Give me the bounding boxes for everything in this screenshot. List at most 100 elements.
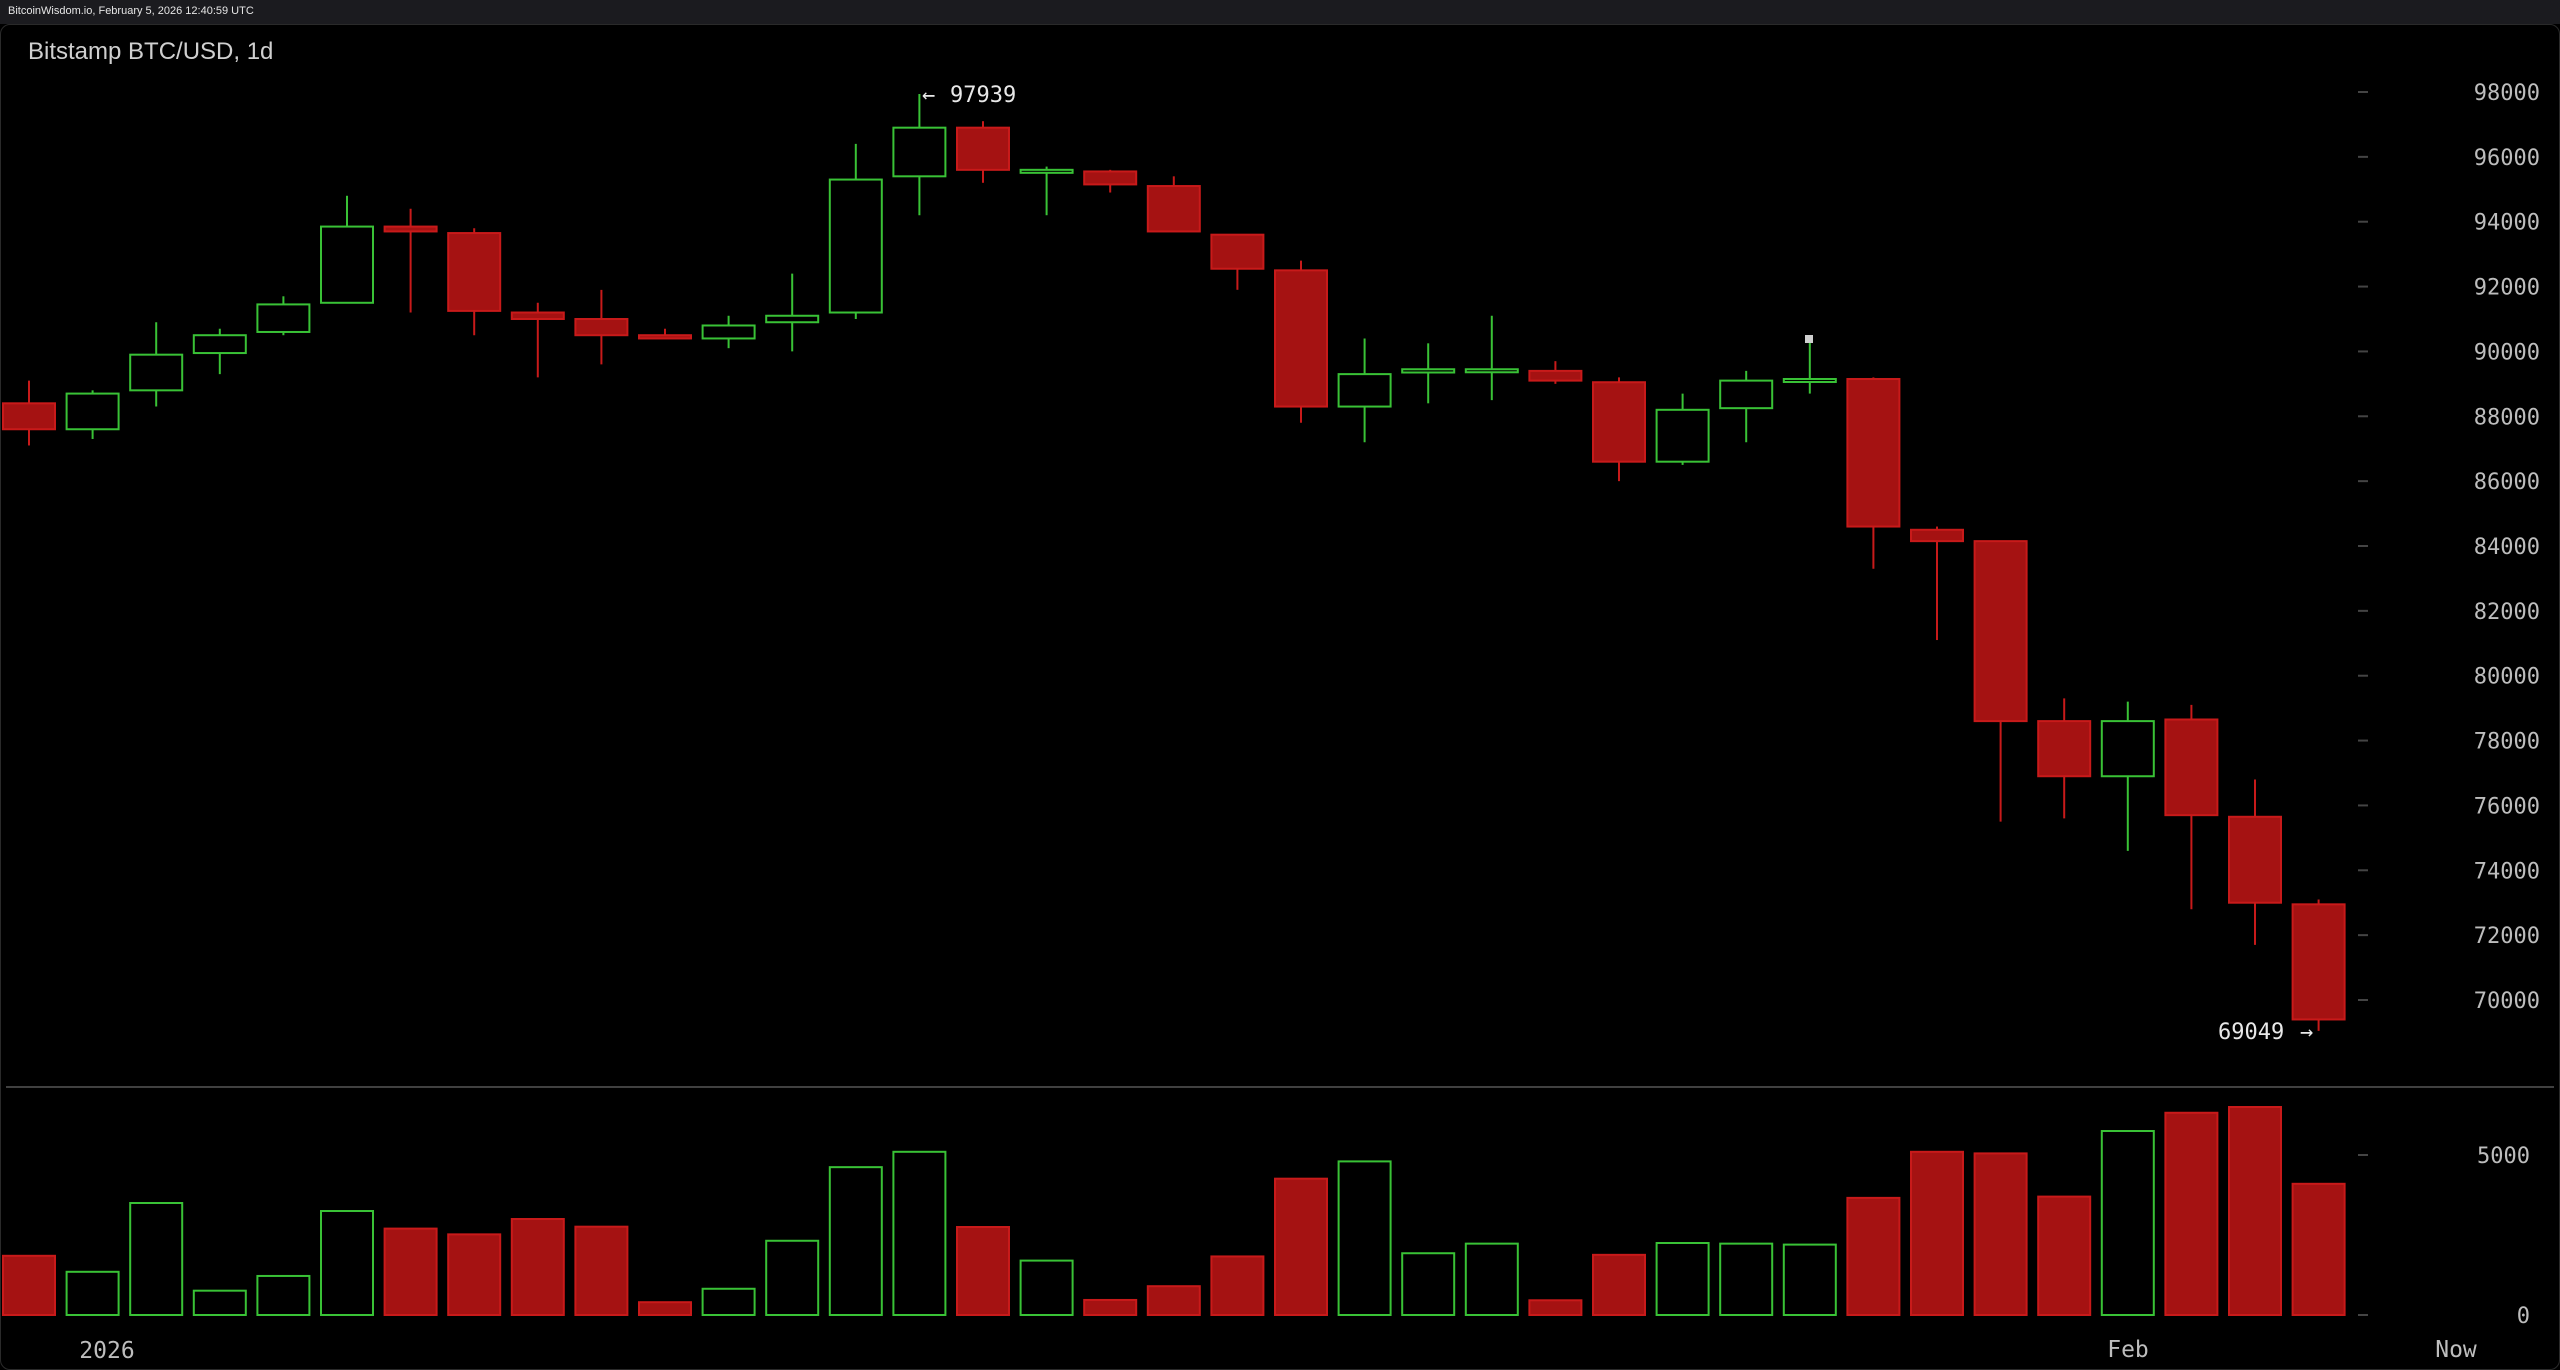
volume-bar[interactable] — [1210, 1255, 1265, 1316]
volume-bar[interactable] — [510, 1218, 565, 1316]
candle-body — [1146, 185, 1201, 233]
volume-bar[interactable] — [638, 1301, 692, 1316]
candle[interactable] — [1146, 176, 1201, 233]
volume-bar[interactable] — [1401, 1252, 1456, 1316]
candle[interactable] — [1846, 377, 1901, 569]
candle[interactable] — [892, 93, 947, 216]
volume-bar[interactable] — [256, 1274, 311, 1316]
candle-body — [892, 126, 947, 178]
candle[interactable] — [2228, 779, 2282, 945]
volume-bar[interactable] — [2037, 1195, 2092, 1316]
candle[interactable] — [765, 273, 820, 352]
volume-bar[interactable] — [1464, 1242, 1519, 1317]
low-annotation-value: 69049 — [2218, 1020, 2284, 1045]
candle-body — [1910, 528, 1964, 543]
price-tick-label: 90000 — [2474, 340, 2540, 365]
candle[interactable] — [1337, 338, 1392, 443]
candle[interactable] — [1782, 338, 1837, 394]
candle[interactable] — [1719, 370, 1774, 443]
candle-body — [765, 314, 820, 324]
candle[interactable] — [2291, 899, 2346, 1031]
candle[interactable] — [1401, 343, 1456, 404]
volume-bar[interactable] — [192, 1289, 247, 1317]
candle[interactable] — [1210, 233, 1265, 290]
candle[interactable] — [65, 390, 120, 439]
candle[interactable] — [1528, 361, 1583, 384]
candle[interactable] — [2100, 701, 2155, 851]
candle[interactable] — [574, 289, 629, 365]
volume-bar[interactable] — [2100, 1130, 2155, 1316]
candle-body — [574, 318, 629, 337]
candle[interactable] — [1910, 526, 1964, 641]
candle[interactable] — [320, 195, 374, 304]
volume-bar[interactable] — [1973, 1152, 2028, 1317]
volume-bar[interactable] — [956, 1226, 1010, 1316]
candle-body — [1274, 269, 1328, 408]
volume-bar[interactable] — [1337, 1160, 1392, 1317]
candle[interactable] — [510, 302, 565, 378]
candle[interactable] — [383, 208, 438, 313]
candle[interactable] — [956, 121, 1010, 183]
volume-bar[interactable] — [129, 1202, 184, 1316]
candle[interactable] — [1019, 166, 1074, 216]
volume-bar[interactable] — [1083, 1298, 1138, 1316]
candle[interactable] — [1274, 260, 1328, 423]
volume-bar[interactable] — [1019, 1259, 1074, 1316]
candle[interactable] — [2037, 698, 2092, 819]
x-tick-label-feb: Feb — [2107, 1337, 2149, 1363]
price-tick-label: 82000 — [2474, 600, 2540, 625]
candle[interactable] — [447, 228, 502, 336]
candle-body — [510, 311, 565, 320]
candle-body — [638, 334, 692, 340]
volume-bar[interactable] — [701, 1287, 756, 1317]
candle[interactable] — [1655, 393, 1710, 465]
volume-bar[interactable] — [1528, 1299, 1583, 1317]
candle-body — [2164, 718, 2219, 817]
candle[interactable] — [192, 328, 247, 375]
candle[interactable] — [129, 322, 184, 407]
candle[interactable] — [2164, 704, 2219, 910]
price-tick-label: 80000 — [2474, 665, 2540, 690]
candle[interactable] — [701, 315, 756, 349]
volume-bar[interactable] — [1655, 1242, 1710, 1316]
price-tick-label: 72000 — [2474, 924, 2540, 949]
volume-bar[interactable] — [574, 1225, 629, 1317]
candle-body — [1337, 373, 1392, 408]
volume-bar[interactable] — [892, 1150, 947, 1317]
candle[interactable] — [1973, 540, 2028, 822]
candle-body — [447, 232, 502, 312]
candle-body — [320, 225, 374, 304]
candle[interactable] — [638, 328, 692, 340]
volume-bar[interactable] — [1910, 1150, 1964, 1317]
top-bar: BitcoinWisdom.io, February 5, 2026 12:40… — [0, 0, 2560, 24]
candle-body — [1973, 540, 2028, 723]
volume-bar[interactable] — [2228, 1106, 2282, 1316]
volume-bar[interactable] — [765, 1239, 820, 1317]
volume-bar[interactable] — [828, 1166, 883, 1317]
candle[interactable] — [828, 143, 883, 319]
candle[interactable] — [1083, 169, 1138, 193]
candle[interactable] — [256, 296, 311, 336]
x-tick-label-2026: 2026 — [79, 1338, 134, 1364]
price-tick-label: 74000 — [2474, 859, 2540, 884]
volume-bar[interactable] — [320, 1210, 374, 1316]
volume-bar[interactable] — [447, 1233, 502, 1316]
volume-bar[interactable] — [383, 1227, 438, 1316]
price-tick-label: 92000 — [2474, 276, 2540, 301]
candle[interactable] — [1464, 315, 1519, 401]
volume-bar[interactable] — [1146, 1285, 1201, 1316]
volume-bar[interactable] — [65, 1270, 120, 1317]
volume-bar[interactable] — [1782, 1243, 1837, 1316]
price-tick-label: 96000 — [2474, 146, 2540, 171]
volume-bar[interactable] — [1274, 1177, 1328, 1317]
candle[interactable] — [2, 380, 56, 446]
volume-bar[interactable] — [1719, 1242, 1774, 1317]
price-tick-label: 86000 — [2474, 470, 2540, 495]
candle[interactable] — [1592, 377, 1646, 482]
volume-bar[interactable] — [2164, 1111, 2219, 1317]
volume-bar[interactable] — [2291, 1182, 2346, 1317]
volume-bar[interactable] — [1846, 1196, 1901, 1317]
volume-bar[interactable] — [1592, 1253, 1646, 1316]
x-axis[interactable]: 2026 Feb Now — [79, 1337, 2477, 1364]
volume-bar[interactable] — [2, 1254, 56, 1317]
